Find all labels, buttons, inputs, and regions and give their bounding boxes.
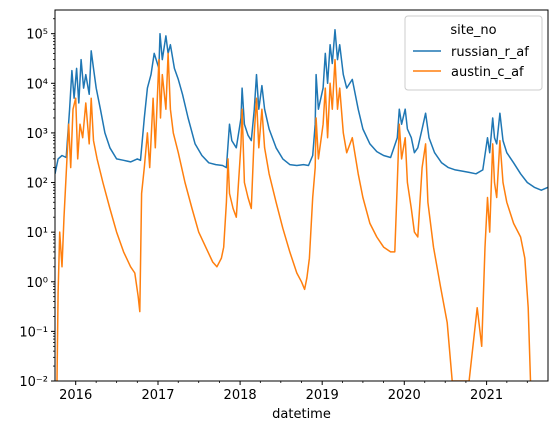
- series-line-russian_r_af: [55, 28, 548, 191]
- y-tick-label: 10⁵: [26, 28, 48, 43]
- y-tick-label: 10⁰: [26, 276, 48, 291]
- x-tick-label-2016: 2016: [59, 388, 92, 403]
- x-tick-label-2019: 2019: [306, 388, 339, 403]
- y-axis: 10⁻² 10⁻¹ 10⁰ 10¹ 10² 10³ 10⁴ 10⁵: [19, 18, 55, 390]
- x-tick-label-2017: 2017: [141, 388, 174, 403]
- y-tick-label: 10²: [26, 177, 48, 192]
- plot-lines: [55, 28, 548, 381]
- series-line-austin_c_af: [56, 52, 532, 381]
- y-tick-label: 10¹: [26, 226, 48, 241]
- legend-label-russian_r_af: russian_r_af: [451, 45, 529, 60]
- y-tick-label: 10³: [26, 127, 48, 142]
- x-tick-label-2018: 2018: [224, 388, 257, 403]
- x-axis: 2016 2017 2018 2019 2020 2021: [59, 381, 528, 403]
- y-tick-label: 10⁻²: [19, 375, 48, 390]
- legend-label-austin_c_af: austin_c_af: [451, 65, 524, 80]
- y-tick-label: 10⁴: [26, 77, 48, 92]
- x-axis-label: datetime: [272, 407, 331, 422]
- x-tick-label-2020: 2020: [388, 388, 421, 403]
- y-tick-label: 10⁻¹: [19, 325, 48, 340]
- legend-title: site_no: [450, 23, 496, 38]
- legend: site_no russian_r_af austin_c_af: [404, 15, 543, 91]
- x-tick-label-2021: 2021: [470, 388, 503, 403]
